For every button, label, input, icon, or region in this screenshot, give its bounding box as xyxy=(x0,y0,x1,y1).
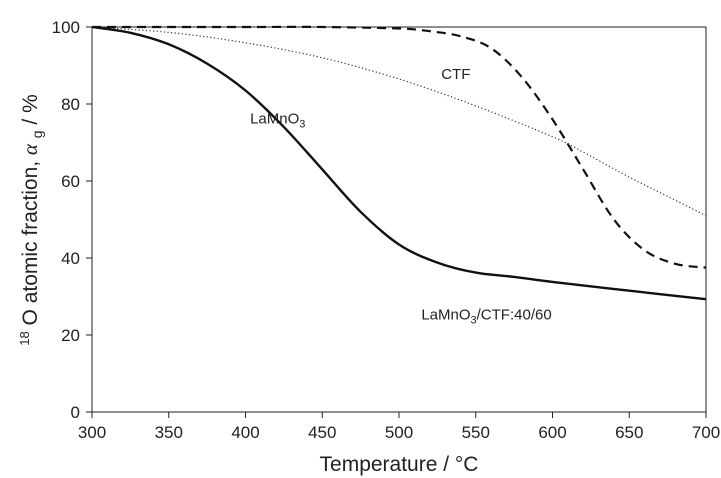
y-axis-title-unit: / % xyxy=(19,94,42,124)
x-tick-label: 300 xyxy=(78,423,106,442)
series-label-subscript: 3 xyxy=(299,118,305,130)
series-label-2: LaMnO3/CTF:40/60 xyxy=(421,307,551,327)
x-tick-label: 700 xyxy=(692,423,720,442)
series-line-1 xyxy=(91,26,707,217)
x-tick-label: 650 xyxy=(615,423,643,442)
series-label-0: CTF xyxy=(441,66,470,83)
series-label-subscript: 3 xyxy=(471,315,477,327)
y-axis-title-subscript: g xyxy=(29,130,45,138)
y-axis-title: 18 O atomic fraction, α g / % xyxy=(11,94,47,346)
y-tick-label: 20 xyxy=(61,326,80,345)
y-tick-label: 60 xyxy=(61,172,80,191)
x-tick-label: 500 xyxy=(385,423,413,442)
series-line-2 xyxy=(91,25,707,301)
series-line-0 xyxy=(91,25,707,269)
y-axis-title-symbol: α xyxy=(18,143,42,155)
series-label-1: LaMnO3 xyxy=(250,110,305,130)
series-label-main: LaMnO xyxy=(250,110,299,127)
series-lines xyxy=(91,25,707,301)
y-axis: 0 20 40 60 80 100 xyxy=(52,18,92,422)
x-axis-title: Temperature / °C xyxy=(320,453,479,476)
x-tick-label: 350 xyxy=(155,423,183,442)
y-tick-label: 0 xyxy=(71,403,80,422)
y-axis-title-superscript: 18 xyxy=(17,331,32,345)
x-tick-label: 600 xyxy=(538,423,566,442)
x-tick-label: 550 xyxy=(462,423,490,442)
y-tick-label: 100 xyxy=(52,18,80,37)
series-label-rest: /CTF:40/60 xyxy=(477,307,552,324)
x-axis: 300 350 400 450 500 550 600 650 700 xyxy=(78,412,720,442)
x-tick-label: 400 xyxy=(231,423,259,442)
series-label-main: CTF xyxy=(441,66,470,83)
y-axis-title-main: O atomic fraction, xyxy=(19,155,42,325)
y-tick-label: 40 xyxy=(61,249,80,268)
series-label-main: LaMnO xyxy=(421,307,470,324)
x-tick-label: 450 xyxy=(308,423,336,442)
y-tick-label: 80 xyxy=(61,95,80,114)
plot-area-border xyxy=(91,26,707,413)
